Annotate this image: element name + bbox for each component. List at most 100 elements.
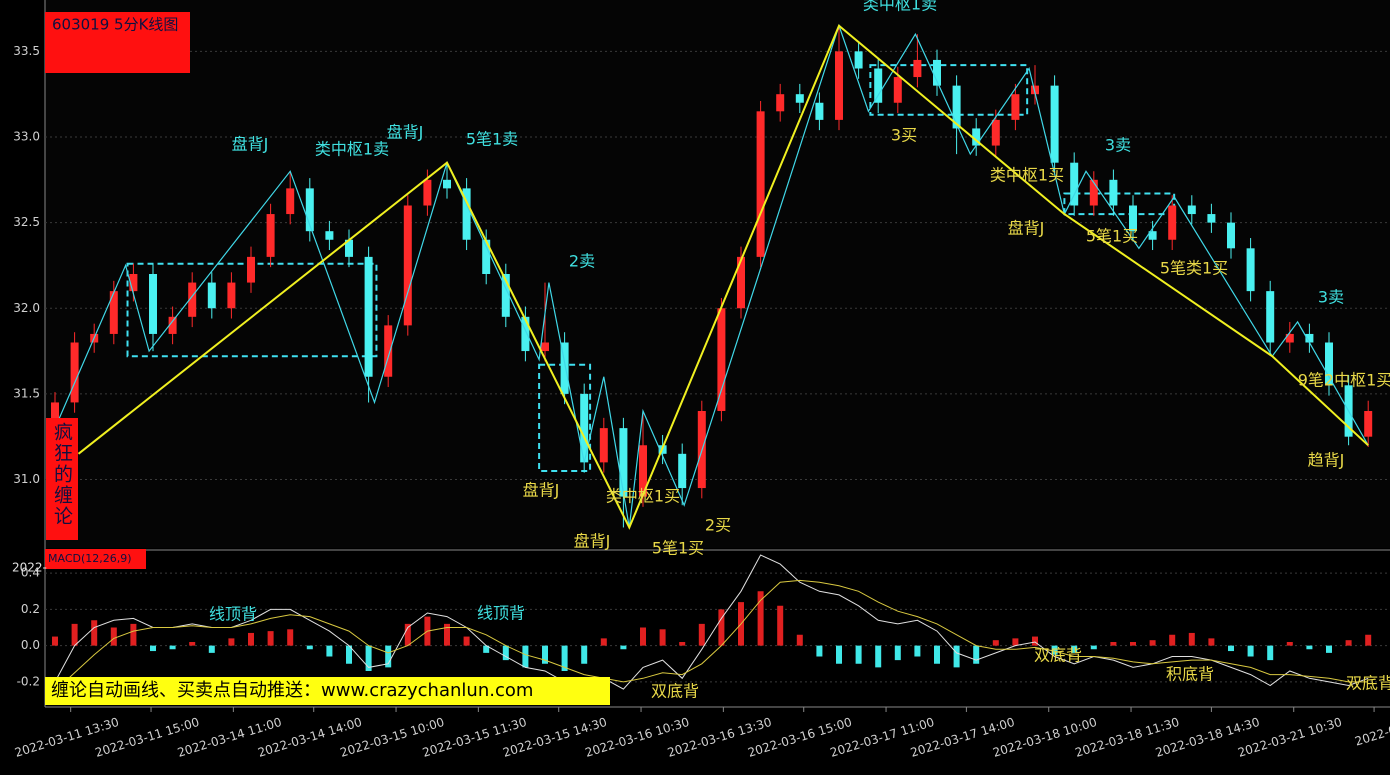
macd-bar	[1130, 642, 1136, 646]
y-tick-label: 32.5	[13, 215, 40, 229]
annotation: 3买	[891, 126, 917, 145]
candle-body	[1031, 85, 1039, 95]
candle-body	[1089, 179, 1098, 206]
macd-bar	[522, 645, 529, 668]
candle-body	[384, 325, 393, 377]
candle-body	[580, 393, 589, 463]
macd-bar	[1032, 636, 1038, 646]
annotation: 双底背	[651, 682, 699, 701]
macd-bar	[777, 605, 784, 646]
banner: 缠论自动画线、买卖点自动推送：www.crazychanlun.com	[51, 680, 533, 701]
macd-bar	[620, 645, 627, 650]
annotation: 5笔1买	[1086, 227, 1138, 246]
annotation: 盘背J	[387, 123, 424, 142]
candle-body	[1305, 333, 1314, 343]
macd-bar	[855, 645, 862, 664]
y-tick-label: 32.0	[13, 301, 40, 315]
macd-bar	[1188, 632, 1195, 646]
macd-bar	[71, 623, 78, 646]
candle-body	[815, 102, 824, 120]
annotation: 类中枢1买	[990, 166, 1064, 185]
annotation: 线顶背	[209, 605, 257, 624]
candle-body	[678, 453, 687, 489]
annotation: 线顶背	[477, 604, 525, 623]
macd-bar	[561, 645, 568, 671]
macd-bar	[542, 645, 548, 664]
macd-bar	[110, 627, 117, 646]
candle-body	[149, 274, 157, 334]
candle-body	[462, 188, 471, 240]
macd-bar	[1306, 645, 1313, 650]
candle-body	[1129, 205, 1137, 232]
macd-bar	[1326, 645, 1332, 653]
y-tick-label: 33.5	[13, 44, 40, 58]
macd-bar	[1345, 640, 1352, 646]
macd-bar	[346, 645, 352, 664]
macd-bar	[248, 632, 254, 646]
y-tick-label: 0.4	[21, 566, 40, 580]
macd-bar	[934, 645, 940, 664]
macd-bar	[267, 631, 274, 646]
annotation: 3卖	[1318, 288, 1344, 307]
candle-body	[227, 282, 236, 309]
candle-body	[1187, 205, 1196, 215]
annotation: 积底背	[1166, 665, 1214, 684]
candle-body	[972, 128, 981, 146]
macd-bar	[502, 645, 509, 661]
macd-bar	[1365, 634, 1372, 646]
macd-bar	[189, 642, 196, 646]
pivot-zone	[869, 64, 1029, 116]
candle-body	[1168, 205, 1177, 240]
candle-body	[286, 188, 295, 215]
macd-title-box	[45, 549, 146, 569]
macd-bar	[1071, 645, 1078, 653]
y-tick-label: 31.0	[13, 472, 40, 486]
candle-body	[443, 179, 451, 189]
annotation: 趋背J	[1308, 451, 1345, 470]
macd-bar	[404, 623, 411, 646]
candle-body	[560, 342, 569, 394]
macd-bar	[1267, 645, 1274, 661]
candle-body	[1364, 411, 1373, 437]
candle-body	[423, 179, 432, 206]
macd-bar	[1247, 645, 1254, 657]
annotation: 双底背	[1346, 674, 1390, 693]
candle-body	[1070, 162, 1079, 206]
macd-bar	[91, 620, 98, 646]
macd-bar	[600, 638, 607, 646]
macd-bar	[1208, 638, 1215, 646]
chart-title: 603019 5分K线图	[52, 16, 178, 34]
candle-body	[854, 51, 863, 69]
y-tick-label: -0.2	[17, 674, 40, 688]
macd-bar	[365, 645, 372, 671]
annotation: 盘背J	[1008, 219, 1045, 238]
macd-bar	[718, 609, 725, 646]
macd-bar	[1149, 640, 1156, 646]
candle-body	[325, 231, 334, 240]
annotation: 类中枢1卖	[863, 0, 937, 14]
candle-body	[1246, 248, 1255, 292]
macd-bar	[679, 642, 686, 646]
pivot-zone	[1063, 192, 1176, 216]
annotation: 9笔2中枢1买	[1298, 371, 1390, 390]
annotation: 盘背J	[523, 481, 560, 500]
candle-body	[1207, 214, 1216, 223]
macd-bar	[287, 629, 294, 646]
segment-line	[77, 24, 1369, 530]
annotation: 双底背	[1034, 646, 1082, 665]
candle-body	[737, 256, 745, 309]
candle-body	[1285, 333, 1294, 343]
macd-bar	[385, 645, 392, 668]
macd-bar	[894, 645, 901, 661]
candle-body	[1109, 179, 1118, 206]
candle-body	[717, 308, 726, 411]
macd-bar	[326, 645, 333, 657]
candle-body	[952, 85, 961, 129]
candle-body	[639, 445, 647, 497]
candle-body	[188, 282, 197, 317]
candle-body	[913, 59, 922, 78]
candle-body	[1148, 231, 1157, 240]
macd-bar	[914, 645, 921, 657]
